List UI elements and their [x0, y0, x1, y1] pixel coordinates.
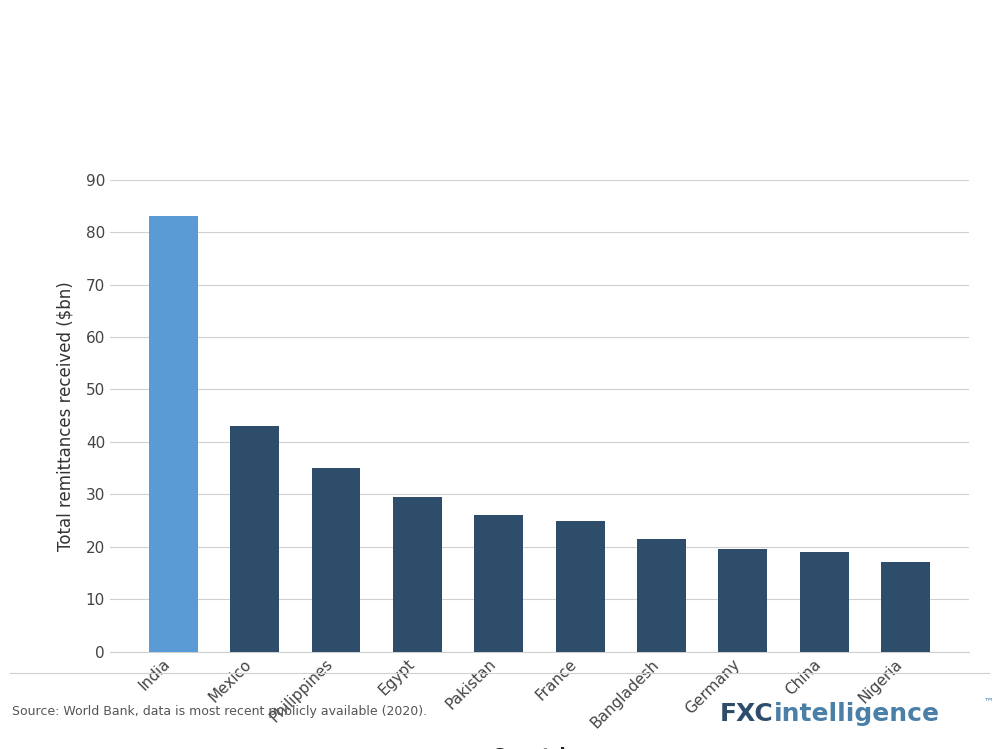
- Text: India is the top receiver of remittances in the world: India is the top receiver of remittances…: [18, 39, 830, 67]
- Bar: [718, 550, 767, 652]
- Bar: [881, 562, 930, 652]
- Text: FXC: FXC: [719, 703, 773, 727]
- Text: Source: World Bank, data is most recent publicly available (2020).: Source: World Bank, data is most recent …: [12, 706, 428, 718]
- Bar: [149, 216, 198, 652]
- Bar: [555, 521, 604, 652]
- Text: ™: ™: [984, 697, 994, 706]
- Bar: [231, 426, 279, 652]
- Text: Total remittances received across Top 10 receiving countries, 2020: Total remittances received across Top 10…: [18, 112, 807, 136]
- Bar: [800, 552, 848, 652]
- Bar: [312, 468, 361, 652]
- Bar: [475, 515, 523, 652]
- Bar: [637, 539, 686, 652]
- Bar: [393, 497, 442, 652]
- Text: intelligence: intelligence: [774, 703, 940, 727]
- Y-axis label: Total remittances received ($bn): Total remittances received ($bn): [57, 281, 75, 551]
- X-axis label: Countries: Countries: [491, 748, 588, 749]
